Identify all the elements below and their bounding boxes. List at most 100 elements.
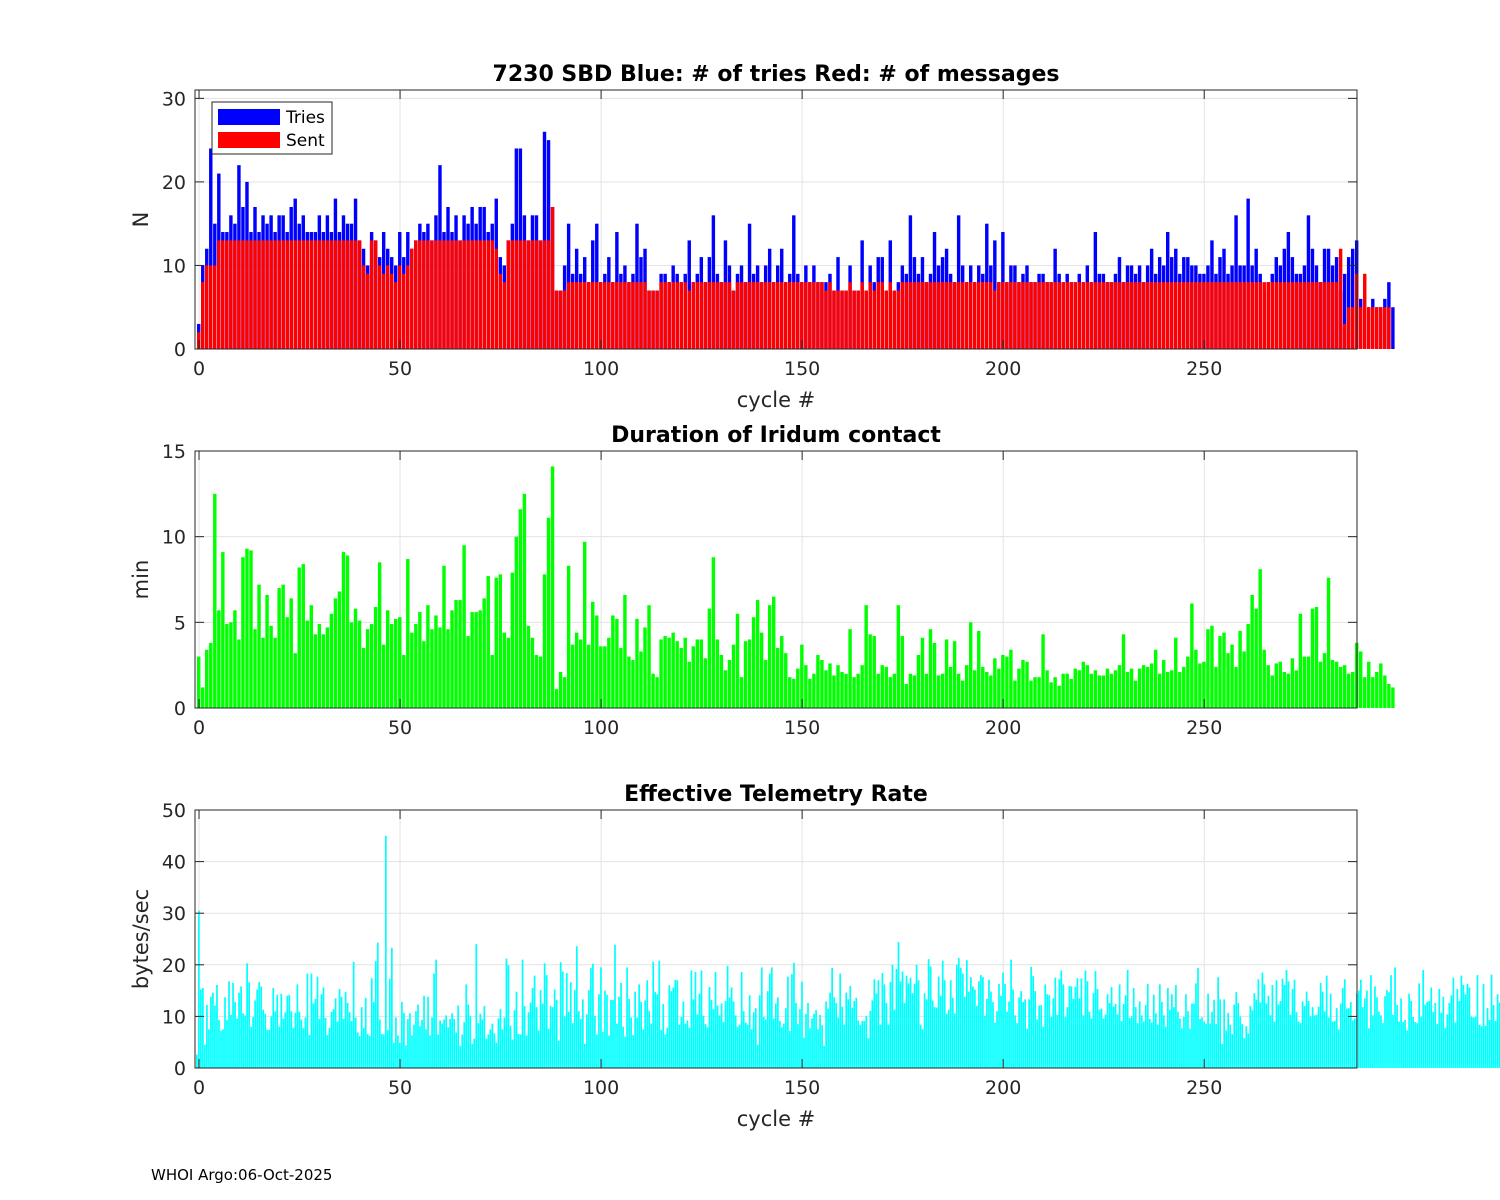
bar — [864, 290, 868, 349]
bar — [1025, 282, 1029, 349]
bar — [885, 1002, 888, 1068]
bar — [1225, 1030, 1228, 1068]
bar — [268, 1029, 271, 1068]
bar — [483, 1006, 486, 1068]
bar — [1082, 1015, 1085, 1068]
bar — [1201, 1017, 1203, 1068]
bar — [631, 282, 635, 349]
bar — [1472, 1017, 1475, 1068]
bar — [727, 660, 732, 708]
bar — [549, 1006, 552, 1068]
x-tick-label: 50 — [388, 358, 412, 380]
bar — [1278, 661, 1283, 708]
bar — [1266, 665, 1270, 708]
bar — [1005, 656, 1009, 708]
bar — [1376, 997, 1378, 1068]
bar — [546, 517, 551, 708]
bar — [707, 282, 712, 349]
legend-label: Sent — [286, 131, 325, 151]
bar — [474, 612, 478, 708]
bar — [1333, 1021, 1336, 1068]
bar — [976, 1006, 978, 1068]
bar — [687, 290, 691, 349]
bar — [1002, 972, 1004, 1068]
bar — [1178, 672, 1182, 708]
bar — [591, 282, 595, 349]
bar — [249, 550, 253, 708]
bar — [325, 240, 330, 349]
bar — [439, 1020, 441, 1068]
bar — [1278, 282, 1283, 349]
bar — [771, 596, 776, 708]
bar — [1314, 606, 1319, 708]
bar — [454, 600, 458, 708]
bar — [230, 1014, 232, 1068]
bar — [425, 1029, 427, 1068]
bar — [418, 240, 422, 349]
bar — [314, 998, 317, 1068]
bar — [350, 1021, 353, 1068]
bar — [698, 993, 701, 1068]
bar — [570, 282, 575, 349]
bar — [384, 835, 387, 1068]
bar — [1366, 990, 1368, 1068]
bar — [997, 668, 1001, 708]
bar — [939, 995, 942, 1068]
y-tick-label: 40 — [162, 852, 186, 874]
bar — [393, 1042, 395, 1068]
bar — [1454, 1022, 1457, 1068]
bar — [892, 290, 897, 349]
bar — [1315, 1014, 1318, 1068]
bar — [953, 1013, 956, 1068]
bar — [1412, 1016, 1414, 1068]
bar — [1149, 663, 1154, 708]
bar — [567, 1011, 570, 1068]
bar — [1492, 1005, 1495, 1068]
bar — [538, 656, 543, 708]
bar — [297, 240, 301, 349]
bar — [1325, 975, 1328, 1068]
bar — [800, 282, 804, 349]
bar — [1234, 282, 1238, 349]
bar — [816, 282, 820, 349]
bar — [944, 639, 949, 708]
bar — [1008, 1001, 1010, 1068]
bar — [817, 1029, 819, 1068]
bar — [1069, 678, 1073, 708]
bar — [241, 557, 245, 708]
bar — [575, 946, 578, 1068]
bar — [763, 282, 768, 349]
tries-sent-panel: 0 50 100 150 200 250 0 10 20 30 7230 SBD Blue: # o… — [129, 62, 1395, 412]
bar — [730, 987, 733, 1068]
bar — [385, 265, 390, 349]
bar — [344, 992, 347, 1068]
bar — [558, 290, 563, 349]
bar — [478, 610, 482, 708]
bar — [462, 240, 466, 349]
bar — [217, 240, 221, 349]
bar — [1024, 999, 1026, 1068]
bar — [522, 240, 527, 349]
bar — [573, 990, 576, 1068]
bar — [647, 290, 651, 349]
bar — [1210, 282, 1214, 349]
bar — [716, 1005, 719, 1068]
bar — [990, 991, 992, 1068]
bar — [1064, 1016, 1067, 1068]
bar — [557, 1040, 560, 1068]
bar — [1157, 673, 1162, 708]
bar — [225, 240, 229, 349]
x-axis-label: cycle # — [737, 1107, 816, 1131]
bar — [797, 1024, 799, 1068]
bar — [534, 240, 539, 349]
bar — [1001, 282, 1005, 349]
bar — [265, 594, 269, 708]
bar — [864, 605, 868, 708]
bar — [471, 1043, 474, 1068]
bar — [619, 648, 623, 708]
bar — [525, 1035, 528, 1068]
bar — [1076, 978, 1079, 1068]
bar — [1428, 1000, 1431, 1068]
bar — [507, 965, 510, 1068]
bar — [302, 1028, 305, 1068]
